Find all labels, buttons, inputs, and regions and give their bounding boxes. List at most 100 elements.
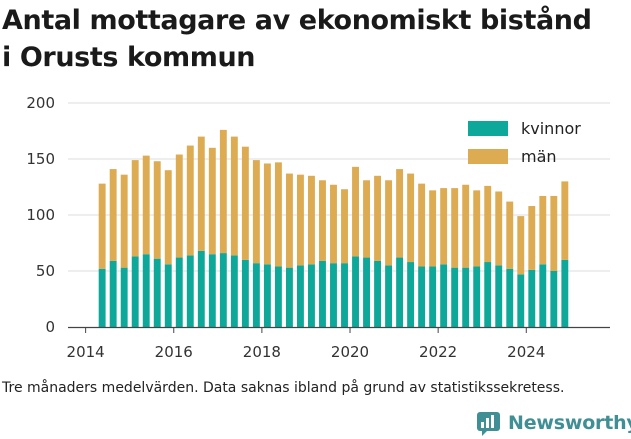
bar-kvinnor bbox=[296, 265, 304, 327]
bar-kvinnor bbox=[550, 271, 558, 327]
bar-man bbox=[418, 183, 426, 267]
bar-kvinnor bbox=[142, 254, 150, 327]
bar-kvinnor bbox=[517, 274, 525, 327]
x-tick-label: 2018 bbox=[243, 343, 281, 361]
bar-kvinnor bbox=[109, 260, 117, 327]
bar-kvinnor bbox=[330, 263, 337, 327]
bar-man bbox=[274, 162, 282, 267]
bar-man bbox=[219, 129, 227, 254]
bar-man bbox=[451, 188, 459, 268]
bar-kvinnor bbox=[451, 267, 459, 327]
bar-man bbox=[142, 155, 150, 255]
bar-kvinnor bbox=[473, 266, 481, 327]
y-tick-label: 50 bbox=[36, 262, 55, 280]
bar-kvinnor bbox=[462, 267, 470, 327]
bar-man bbox=[506, 201, 514, 269]
x-tick-label: 2022 bbox=[419, 343, 457, 361]
bar-man bbox=[352, 166, 359, 257]
bar-kvinnor bbox=[429, 266, 437, 327]
y-tick-label: 100 bbox=[26, 206, 55, 224]
y-tick-label: 150 bbox=[26, 150, 55, 168]
bar-kvinnor bbox=[495, 265, 503, 327]
bar-kvinnor bbox=[230, 255, 238, 327]
bar-kvinnor bbox=[561, 259, 569, 327]
bar-man bbox=[109, 169, 117, 261]
legend-swatch bbox=[468, 121, 508, 136]
brand-logo: Newsworthy bbox=[476, 408, 631, 438]
bar-kvinnor bbox=[363, 257, 370, 327]
legend-label: kvinnor bbox=[521, 119, 581, 138]
bar-man bbox=[186, 145, 194, 256]
chart-title-line-2: i Orusts kommun bbox=[2, 42, 256, 73]
bar-kvinnor bbox=[539, 264, 547, 327]
bar-man bbox=[407, 173, 415, 263]
bar-kvinnor bbox=[241, 259, 249, 327]
bars bbox=[98, 129, 569, 327]
bar-kvinnor bbox=[120, 267, 128, 327]
x-tick-label: 2016 bbox=[155, 343, 193, 361]
bar-man bbox=[197, 136, 205, 251]
bar-kvinnor bbox=[374, 260, 382, 327]
y-tick-label: 200 bbox=[26, 94, 55, 112]
bar-kvinnor bbox=[98, 268, 106, 327]
bar-man bbox=[539, 195, 547, 265]
bar-man bbox=[308, 175, 315, 265]
axes: 0 50 100 150 200 2014 2016 2018 2020 2022 2024 bbox=[26, 94, 610, 361]
bar-kvinnor bbox=[175, 257, 183, 327]
bar-man bbox=[341, 189, 348, 264]
bar-man bbox=[550, 195, 558, 271]
bar-kvinnor bbox=[407, 262, 415, 327]
bar-kvinnor bbox=[308, 264, 315, 327]
bar-man bbox=[319, 180, 326, 261]
footnote: Tre månaders medelvärden. Data saknas ib… bbox=[2, 380, 565, 396]
bar-kvinnor bbox=[440, 264, 448, 327]
bar-man bbox=[131, 160, 139, 257]
bar-man bbox=[230, 136, 238, 256]
bar-man bbox=[296, 174, 304, 266]
bar-man bbox=[440, 188, 448, 265]
bar-kvinnor bbox=[208, 254, 216, 327]
bar-man bbox=[120, 174, 128, 268]
bar-man bbox=[396, 169, 404, 258]
bar-kvinnor bbox=[341, 263, 348, 327]
bar-kvinnor bbox=[484, 262, 492, 327]
bar-kvinnor bbox=[131, 256, 139, 327]
brand-name: Newsworthy bbox=[508, 412, 631, 434]
chart-title: Antal mottagare av ekonomiskt bistånd i … bbox=[2, 2, 630, 76]
chart-title-line-1: Antal mottagare av ekonomiskt bistånd bbox=[2, 5, 592, 36]
bar-kvinnor bbox=[418, 266, 426, 327]
bar-kvinnor bbox=[219, 253, 227, 327]
bar-man bbox=[374, 175, 382, 261]
newsworthy-logo-icon bbox=[477, 412, 500, 436]
bar-kvinnor bbox=[274, 266, 282, 327]
legend: kvinnor män bbox=[468, 119, 581, 166]
bar-man bbox=[241, 146, 249, 260]
bar-man bbox=[473, 190, 481, 267]
bar-man bbox=[98, 183, 106, 269]
bar-man bbox=[153, 161, 161, 259]
x-tick-label: 2024 bbox=[507, 343, 545, 361]
bar-man bbox=[363, 180, 370, 258]
bar-man bbox=[208, 147, 216, 255]
bar-kvinnor bbox=[197, 250, 205, 327]
bar-man bbox=[561, 181, 569, 260]
bar-kvinnor bbox=[352, 256, 359, 327]
bar-kvinnor bbox=[319, 260, 326, 327]
bar-man bbox=[164, 170, 172, 265]
bar-kvinnor bbox=[528, 269, 536, 327]
bar-man bbox=[528, 206, 536, 270]
bar-man bbox=[252, 160, 260, 264]
y-tick-label: 0 bbox=[45, 318, 55, 336]
bar-man bbox=[495, 191, 503, 266]
bar-man bbox=[385, 180, 393, 266]
bar-man bbox=[330, 184, 337, 264]
bar-man bbox=[175, 154, 183, 258]
legend-label: män bbox=[521, 147, 557, 166]
x-tick-label: 2020 bbox=[331, 343, 369, 361]
bar-man bbox=[462, 184, 470, 268]
bar-man bbox=[517, 216, 525, 275]
bar-kvinnor bbox=[396, 257, 404, 327]
legend-swatch bbox=[468, 149, 508, 164]
bar-kvinnor bbox=[285, 267, 293, 327]
bar-kvinnor bbox=[164, 264, 172, 327]
